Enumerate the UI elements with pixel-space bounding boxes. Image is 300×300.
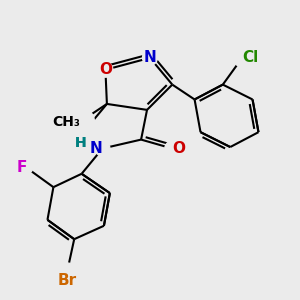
Circle shape <box>98 62 113 77</box>
Circle shape <box>233 49 251 67</box>
Text: CH₃: CH₃ <box>52 115 80 129</box>
Circle shape <box>66 107 94 136</box>
Text: O: O <box>172 141 185 156</box>
Circle shape <box>56 263 77 284</box>
Text: F: F <box>16 160 27 175</box>
Circle shape <box>95 141 110 156</box>
Text: Cl: Cl <box>242 50 258 65</box>
Text: Br: Br <box>57 273 76 288</box>
Circle shape <box>165 141 180 156</box>
Circle shape <box>81 137 92 148</box>
Text: O: O <box>99 62 112 77</box>
Circle shape <box>81 137 92 148</box>
Text: N: N <box>144 50 156 65</box>
Circle shape <box>142 50 158 65</box>
Text: N: N <box>90 141 102 156</box>
Circle shape <box>21 162 33 174</box>
Text: H: H <box>74 136 86 150</box>
Text: H: H <box>74 136 86 150</box>
